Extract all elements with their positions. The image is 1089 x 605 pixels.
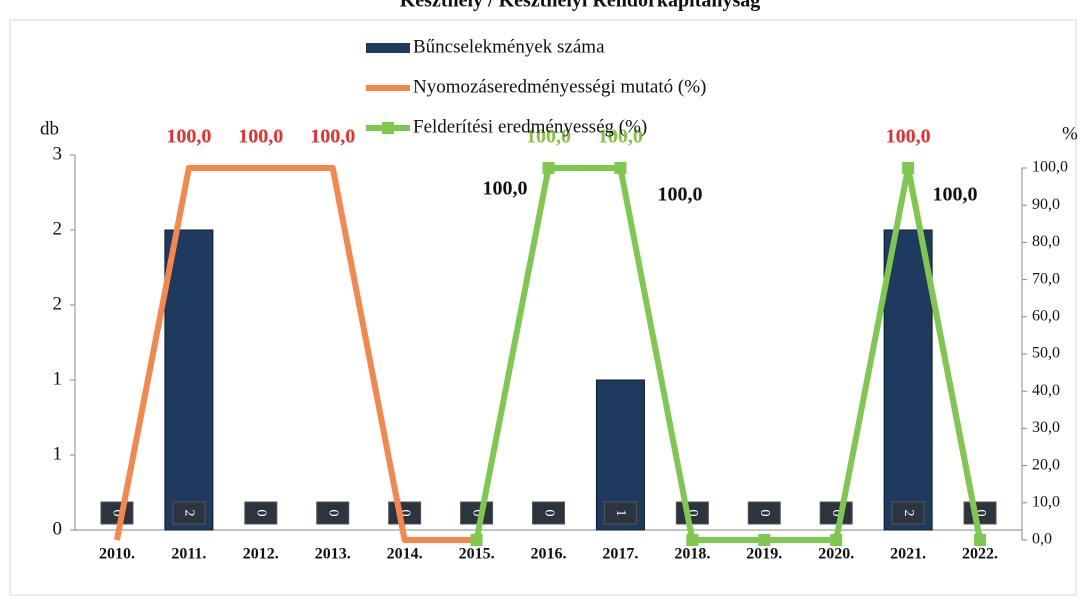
bar [164, 229, 214, 531]
y2-tick-label: 50,0 [1032, 345, 1060, 362]
chart-frame [9, 19, 1077, 596]
data-label: 0 [685, 510, 700, 517]
y-tick-label: 1 [53, 443, 63, 464]
line [114, 165, 477, 543]
data-label-box [532, 501, 565, 525]
data-label: 2 [182, 510, 197, 517]
data-label-box [747, 501, 781, 525]
y2-tick-label: 0,0 [1032, 531, 1052, 548]
y2-tick-label: 20,0 [1032, 456, 1060, 473]
annotation: 100,0 [483, 178, 528, 200]
data-label: 0 [254, 510, 269, 517]
y2-tick-label: 40,0 [1032, 382, 1060, 399]
bar [883, 229, 933, 531]
y2-tick-label: 60,0 [1032, 307, 1060, 324]
x-tick-label: 2022. [962, 546, 998, 563]
y2-tick-label: 80,0 [1032, 233, 1060, 250]
chart-title: Keszthely / Keszthelyi Rendőrkapitányság [400, 0, 761, 12]
y2-tick-label: 30,0 [1032, 419, 1060, 436]
data-label: 0 [397, 510, 412, 517]
legend-label: Nyomozáseredményességi mutató (%) [413, 76, 706, 97]
y2-tick-label: 100,0 [1032, 159, 1068, 176]
x-tick-label: 2012. [243, 546, 279, 563]
data-label: 100,0 [310, 126, 355, 148]
legend-label: Bűncselekmények száma [413, 36, 605, 57]
annotation: 100,0 [658, 184, 703, 206]
data-label-box [172, 501, 206, 525]
data-label: 100,0 [238, 126, 283, 148]
x-tick-label: 2020. [818, 546, 854, 563]
data-label: 2 [901, 510, 916, 517]
x-tick-label: 2017. [602, 546, 638, 563]
data-label-box [891, 501, 925, 525]
data-label: 0 [757, 510, 772, 517]
y-tick-label: 0 [53, 518, 63, 539]
data-label: 100,0 [886, 126, 931, 148]
data-label-box [603, 501, 637, 525]
line [473, 165, 983, 543]
legend-marker [382, 122, 394, 134]
y-tick-label: 3 [53, 143, 63, 164]
data-label: 100,0 [598, 126, 643, 148]
x-tick-label: 2015. [459, 546, 495, 563]
marker [470, 534, 483, 546]
x-tick-label: 2018. [674, 546, 710, 563]
data-label-box [244, 501, 278, 525]
data-label: 1 [613, 510, 628, 517]
y-tick-label: 2 [53, 293, 63, 314]
marker [902, 162, 915, 174]
x-tick-label: 2010. [99, 546, 135, 563]
data-label: 0 [541, 510, 556, 517]
y2-tick-label: 90,0 [1032, 196, 1060, 213]
marker [830, 534, 843, 546]
x-tick-label: 2019. [746, 546, 782, 563]
data-label: 0 [469, 510, 484, 517]
x-tick-label: 2013. [315, 546, 351, 563]
data-label-box [316, 501, 350, 525]
legend-swatch [366, 43, 410, 53]
marker [542, 162, 555, 174]
y-axis-label: db [40, 118, 59, 139]
y-tick-label: 2 [53, 218, 63, 239]
marker [758, 534, 771, 546]
y-tick-label: 1 [53, 368, 63, 389]
y2-tick-label: 70,0 [1032, 270, 1060, 287]
x-tick-label: 2014. [387, 546, 423, 563]
data-label: 0 [110, 510, 125, 517]
y2-axis-label: % [1062, 123, 1078, 144]
marker [614, 162, 627, 174]
marker [974, 534, 987, 546]
data-label: 0 [326, 510, 341, 517]
data-label: 0 [973, 510, 988, 517]
legend-label: Felderítési eredményesség (%) [413, 116, 647, 137]
data-label: 100,0 [526, 126, 571, 148]
marker [686, 534, 699, 546]
data-label: 100,0 [166, 126, 211, 148]
x-tick-label: 2011. [171, 546, 206, 563]
x-tick-label: 2016. [531, 546, 567, 563]
data-label: 0 [829, 510, 844, 517]
y2-tick-label: 10,0 [1032, 493, 1060, 510]
x-tick-label: 2021. [890, 546, 926, 563]
annotation: 100,0 [933, 184, 978, 206]
